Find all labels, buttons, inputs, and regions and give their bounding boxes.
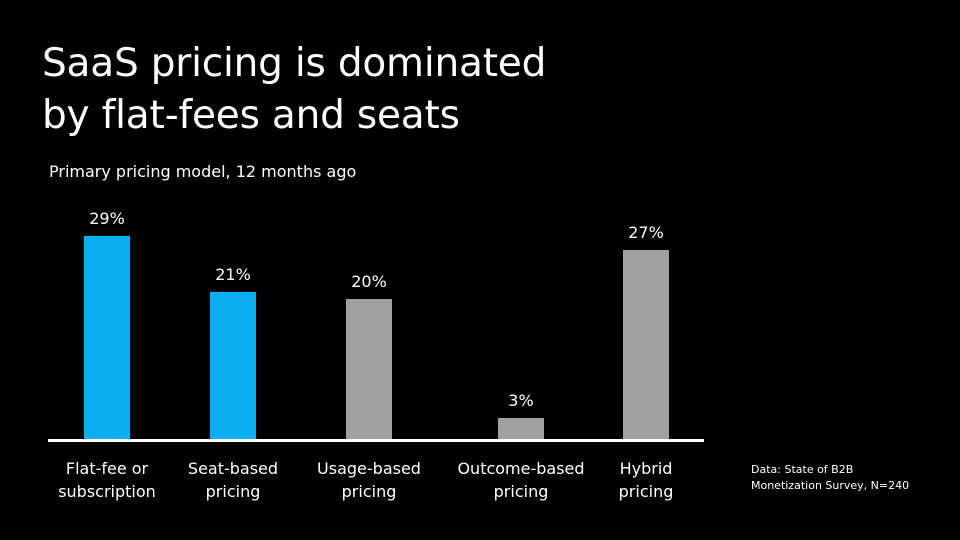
chart-title-line-1: SaaS pricing is dominated bbox=[42, 41, 547, 86]
category-label-2-line-2: pricing bbox=[205, 482, 261, 501]
bar-3 bbox=[346, 299, 392, 439]
value-label-1: 29% bbox=[89, 209, 125, 228]
chart-title-line-2: by flat-fees and seats bbox=[42, 93, 460, 138]
category-label-1-line-1: Flat-fee or bbox=[65, 459, 149, 478]
bar-2 bbox=[210, 292, 256, 439]
category-label-5-line-2: pricing bbox=[618, 482, 674, 501]
category-label-5-line-1: Hybrid bbox=[619, 459, 673, 478]
source-line-1: Data: State of B2B bbox=[751, 463, 854, 476]
category-label-3-line-1: Usage-based bbox=[317, 459, 421, 478]
category-label-5: Hybrid pricing bbox=[581, 457, 711, 503]
source-line-2: Monetization Survey, N=240 bbox=[751, 479, 910, 492]
bar-4 bbox=[498, 418, 544, 439]
value-label-5: 27% bbox=[628, 223, 664, 242]
value-label-3: 20% bbox=[351, 272, 387, 291]
chart-title: SaaS pricing is dominated by flat-fees a… bbox=[42, 38, 682, 142]
category-label-4-line-2: pricing bbox=[493, 482, 549, 501]
category-label-4: Outcome-based pricing bbox=[456, 457, 586, 503]
category-label-3: Usage-based pricing bbox=[304, 457, 434, 503]
category-label-4-line-1: Outcome-based bbox=[457, 459, 585, 478]
category-label-2-line-1: Seat-based bbox=[187, 459, 279, 478]
source-note: Data: State of B2B Monetization Survey, … bbox=[751, 462, 909, 494]
value-label-4: 3% bbox=[508, 391, 533, 410]
category-label-1: Flat-fee or subscription bbox=[42, 457, 172, 503]
category-label-1-line-2: subscription bbox=[58, 482, 156, 501]
category-label-2: Seat-based pricing bbox=[168, 457, 298, 503]
bar-1 bbox=[84, 236, 130, 439]
bar-5 bbox=[623, 250, 669, 439]
chart-subtitle: Primary pricing model, 12 months ago bbox=[49, 162, 357, 181]
category-label-3-line-2: pricing bbox=[341, 482, 397, 501]
value-label-2: 21% bbox=[215, 265, 251, 284]
